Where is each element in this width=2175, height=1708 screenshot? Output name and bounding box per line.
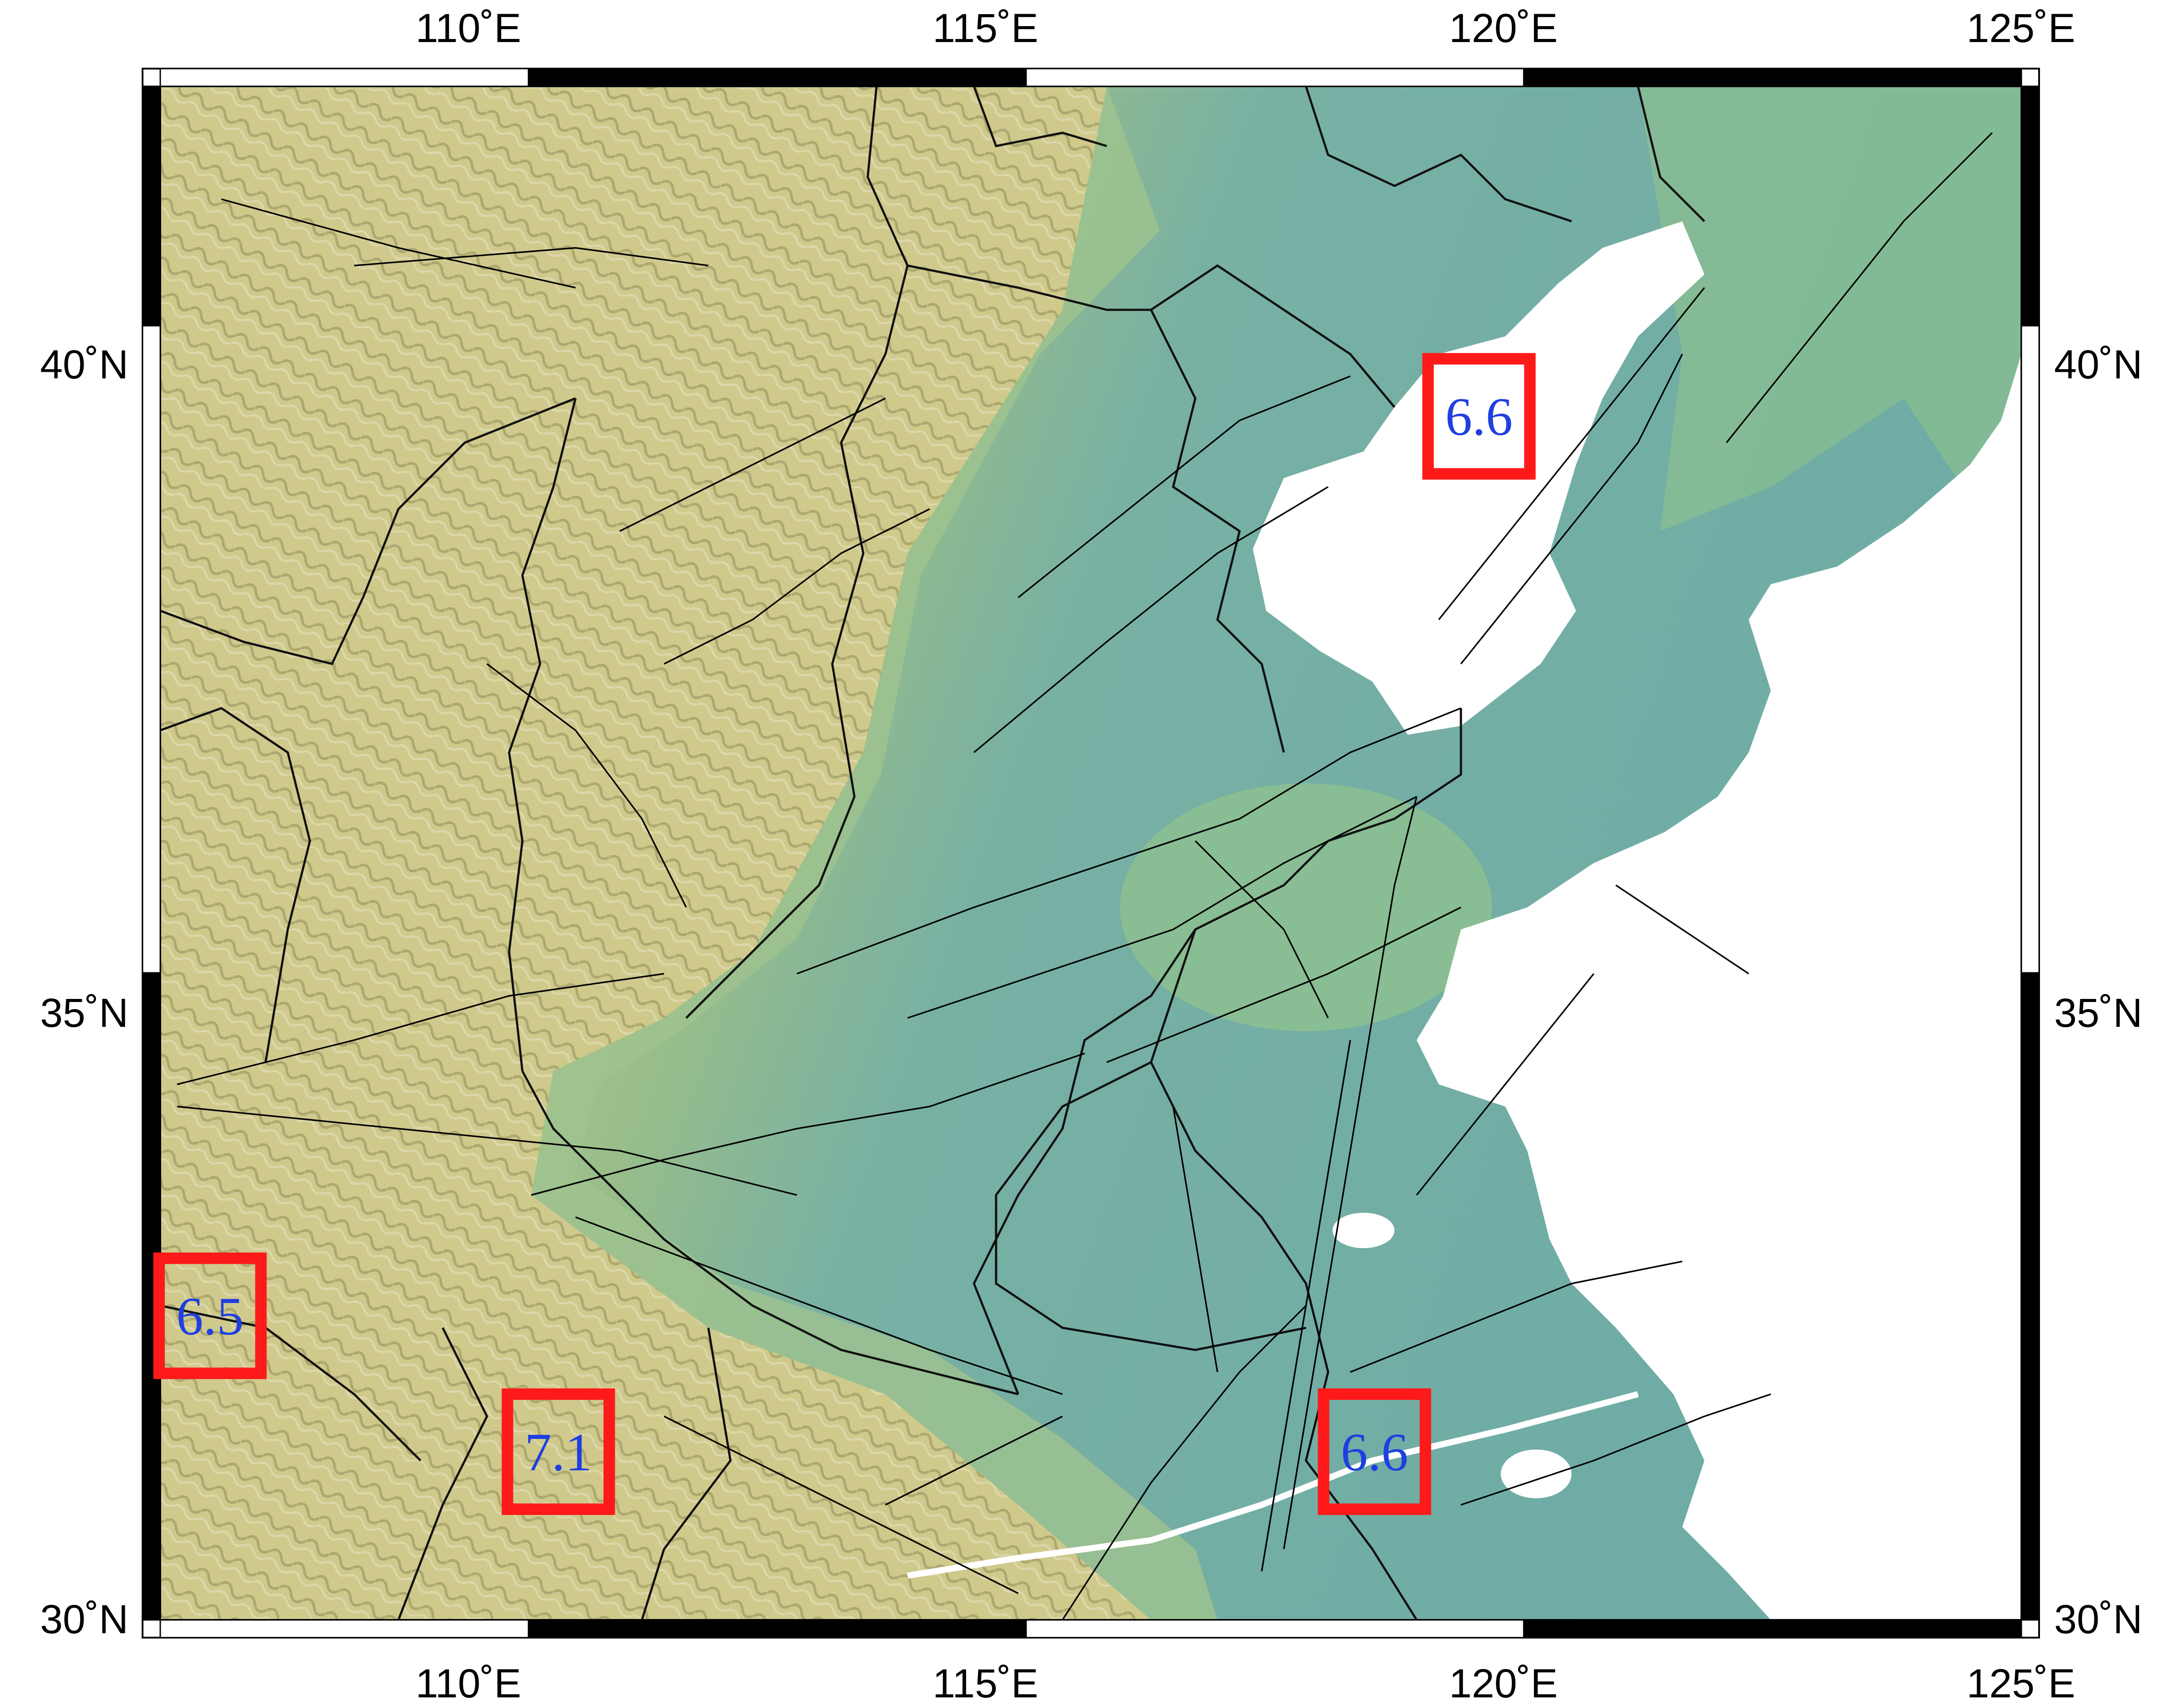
lon-ticks-bottom: 110˚E 115˚E 120˚E 125˚E [416, 1661, 2075, 1706]
yangtze-river [907, 1391, 1639, 1579]
lon-ticks-top: 110˚E 115˚E 120˚E 125˚E [416, 6, 2075, 51]
shandong-hills [1120, 783, 1492, 1031]
epicenter-box[interactable] [1317, 1388, 1431, 1515]
lon-tick-label-top: 125˚E [1966, 6, 2075, 51]
magnitude-label: 6.6 [1341, 1423, 1408, 1482]
epicenter-box[interactable] [502, 1388, 615, 1515]
frame-bar-segment [2020, 85, 2040, 327]
frame-bar-segment [1025, 1619, 1525, 1639]
magnitude-label: 6.6 [1445, 387, 1513, 447]
frame-bar-segment [528, 1619, 1027, 1639]
epicenter-box[interactable] [153, 1252, 267, 1379]
lat-ticks-right: 40˚N 35˚N 30˚N [2054, 342, 2142, 1642]
lon-tick-label-bottom: 120˚E [1449, 1661, 1558, 1706]
lon-tick-label-bottom: 115˚E [933, 1661, 1039, 1706]
yellow-sea [1417, 354, 2021, 1620]
lat-tick-label-right: 30˚N [2054, 1597, 2142, 1642]
lat-tick-label-right: 35˚N [2054, 991, 2142, 1036]
chaohu-lake [1501, 1450, 1572, 1498]
frame-bar-segment [528, 68, 1027, 87]
earthquake-marker[interactable]: 6.6 [1422, 353, 1536, 480]
frame-bar-segment [2020, 325, 2040, 974]
fault-lines [177, 132, 1993, 1620]
lat-ticks-left: 40˚N 35˚N 30˚N [40, 342, 128, 1642]
frame-bar-segment [1523, 68, 2022, 87]
lon-tick-label-bottom: 125˚E [1966, 1661, 2075, 1706]
earthquake-markers: 6.6 6.5 7.1 6.6 [153, 353, 1536, 1515]
magnitude-label: 7.1 [525, 1423, 592, 1482]
lon-tick-label-top: 120˚E [1449, 6, 1558, 51]
lat-tick-label-left: 30˚N [40, 1597, 128, 1642]
lon-tick-label-top: 115˚E [933, 6, 1039, 51]
frame-bar-segment [159, 68, 529, 87]
province-boundaries [160, 86, 1705, 1620]
liaodong-hills [1638, 86, 2021, 575]
epicenter-box[interactable] [1422, 353, 1536, 480]
lon-tick-label-bottom: 110˚E [416, 1661, 522, 1706]
relief-texture [160, 86, 1151, 1620]
earthquake-marker[interactable]: 6.5 [153, 1252, 267, 1379]
lat-tick-label-left: 35˚N [40, 991, 128, 1036]
lon-tick-label-top: 110˚E [416, 6, 522, 51]
magnitude-label: 6.5 [176, 1287, 244, 1346]
hongze-lake [1333, 1213, 1395, 1248]
lat-tick-label-right: 40˚N [2054, 342, 2142, 387]
frame-bar-segment [142, 325, 161, 974]
frame-bar-segment [142, 85, 161, 327]
frame-bar-segment [1523, 1619, 2022, 1639]
frame-bar-segment [1025, 68, 1525, 87]
lat-tick-label-left: 40˚N [40, 342, 128, 387]
frame-checker-bars [142, 68, 2040, 1639]
frame-bar-segment [2020, 972, 2040, 1621]
earthquake-marker[interactable]: 6.6 [1317, 1388, 1431, 1515]
foothill-band [531, 86, 1217, 1620]
frame-bar-segment [159, 1619, 529, 1639]
earthquake-marker[interactable]: 7.1 [502, 1388, 615, 1515]
